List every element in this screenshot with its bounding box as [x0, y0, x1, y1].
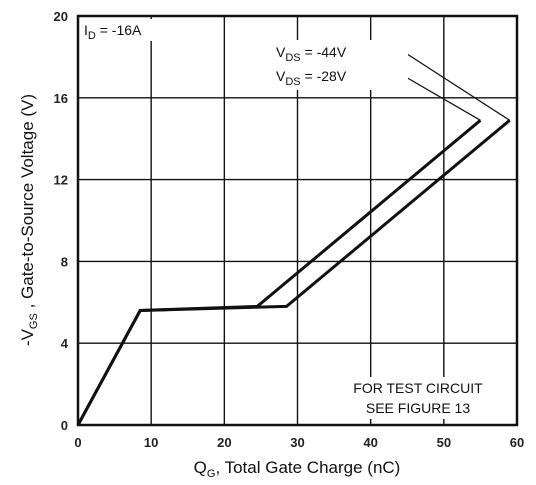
- x-tick-label: 30: [290, 435, 304, 450]
- x-tick-label: 10: [144, 435, 158, 450]
- y-tick-label: 12: [54, 173, 68, 188]
- series-lines: [76, 119, 511, 426]
- x-tick-label: 20: [217, 435, 231, 450]
- y-tick-label: 8: [61, 254, 68, 269]
- y-axis-title: -VGS , Gate-to-Source Voltage (V): [18, 94, 40, 346]
- y-tick-label: 16: [54, 91, 68, 106]
- series-label-44v: VDS = -44V: [276, 44, 347, 64]
- legend-leader-lines: [403, 51, 511, 121]
- y-tick-labels: 0 4 8 12 16 20: [54, 9, 69, 433]
- plot-area-frame: [76, 14, 519, 427]
- series-label-28v: VDS = -28V: [276, 68, 347, 88]
- leader-line-vds-28v: [403, 75, 481, 121]
- x-tick-label: 0: [74, 435, 81, 450]
- y-tick-label: 20: [54, 9, 68, 24]
- y-tick-label: 0: [61, 418, 68, 433]
- condition-label: ID = -16A: [84, 22, 142, 42]
- series-label-background: [268, 40, 408, 90]
- condition-label-background: [81, 19, 173, 41]
- leader-line-vds-44v: [403, 51, 511, 121]
- x-tick-label: 50: [437, 435, 451, 450]
- test-circuit-note-background: [326, 377, 512, 419]
- x-axis-title: QG, Total Gate Charge (nC): [194, 458, 401, 480]
- x-tick-label: 40: [363, 435, 377, 450]
- series-line-vds-28v: [76, 119, 482, 426]
- x-tick-label: 60: [510, 435, 524, 450]
- test-circuit-note-line1: FOR TEST CIRCUIT: [353, 380, 483, 396]
- y-tick-label: 4: [61, 336, 69, 351]
- test-circuit-note-line2: SEE FIGURE 13: [366, 400, 470, 416]
- x-tick-labels: 0 10 20 30 40 50 60: [74, 435, 524, 450]
